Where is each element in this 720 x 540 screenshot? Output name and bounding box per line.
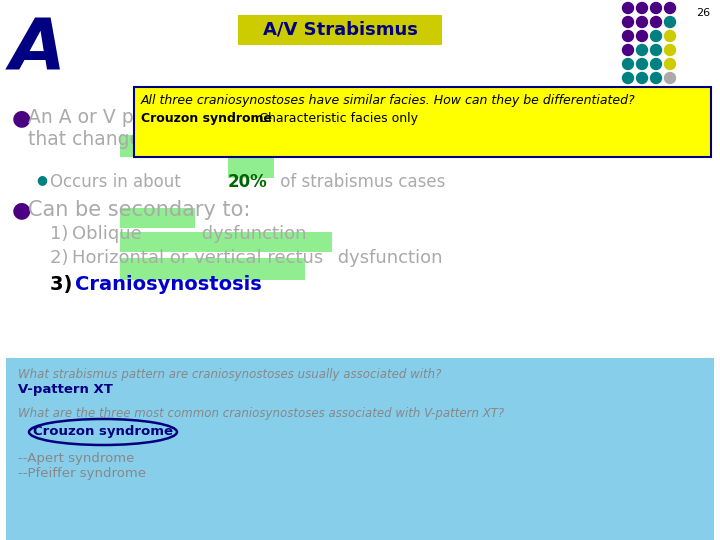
Circle shape	[636, 30, 647, 42]
Text: --Pfeiffer syndrome: --Pfeiffer syndrome	[18, 467, 146, 480]
Text: Crouzon syndrome: Crouzon syndrome	[33, 426, 173, 438]
FancyBboxPatch shape	[6, 358, 714, 540]
Circle shape	[650, 58, 662, 70]
Text: Craniosynostosis: Craniosynostosis	[75, 275, 262, 294]
Text: ●: ●	[36, 173, 47, 186]
FancyBboxPatch shape	[238, 15, 442, 45]
Circle shape	[650, 30, 662, 42]
Circle shape	[636, 58, 647, 70]
Circle shape	[650, 44, 662, 56]
Circle shape	[650, 17, 662, 28]
Text: A: A	[10, 15, 66, 84]
Circle shape	[623, 30, 634, 42]
Circle shape	[636, 17, 647, 28]
Text: 20%: 20%	[228, 173, 268, 191]
Text: Can be secondary to:: Can be secondary to:	[28, 200, 251, 220]
Circle shape	[665, 58, 675, 70]
Circle shape	[650, 72, 662, 84]
Text: 3): 3)	[50, 275, 79, 294]
Circle shape	[636, 44, 647, 56]
Text: What strabismus pattern are craniosynostoses usually associated with?: What strabismus pattern are craniosynost…	[18, 368, 441, 381]
FancyBboxPatch shape	[120, 258, 305, 280]
FancyBboxPatch shape	[228, 158, 274, 178]
FancyBboxPatch shape	[120, 208, 195, 228]
FancyBboxPatch shape	[120, 232, 332, 252]
Circle shape	[665, 17, 675, 28]
Text: 1): 1)	[50, 225, 74, 243]
Circle shape	[665, 44, 675, 56]
Text: dysfunction: dysfunction	[332, 249, 443, 267]
Text: All three craniosynostoses have similar facies. How can they be differentiated?: All three craniosynostoses have similar …	[141, 94, 636, 107]
Circle shape	[636, 72, 647, 84]
Text: 26: 26	[696, 8, 710, 18]
Text: that changes in up and down gaze: that changes in up and down gaze	[28, 130, 352, 149]
Text: Horizontal or vertical rectus: Horizontal or vertical rectus	[72, 249, 323, 267]
Circle shape	[623, 44, 634, 56]
Text: Crouzon syndrome: Crouzon syndrome	[141, 112, 272, 125]
Text: : Characteristic facies only: : Characteristic facies only	[251, 112, 418, 125]
Text: dysfunction: dysfunction	[196, 225, 307, 243]
Text: V-pattern XT: V-pattern XT	[18, 383, 113, 396]
Circle shape	[623, 17, 634, 28]
Text: of strabismus cases: of strabismus cases	[275, 173, 446, 191]
Text: ●: ●	[12, 108, 32, 128]
Circle shape	[623, 3, 634, 14]
Circle shape	[665, 72, 675, 84]
Text: Oblique: Oblique	[72, 225, 142, 243]
Text: 2): 2)	[50, 249, 74, 267]
Text: An A or V pattern is a horizontal misalignment: An A or V pattern is a horizontal misali…	[28, 108, 462, 127]
FancyBboxPatch shape	[134, 87, 711, 157]
Text: A/V Strabismus: A/V Strabismus	[263, 21, 418, 39]
Circle shape	[650, 3, 662, 14]
Circle shape	[636, 3, 647, 14]
Text: ●: ●	[12, 200, 32, 220]
Text: Occurs in about: Occurs in about	[50, 173, 186, 191]
Text: What are the three most common craniosynostoses associated with V-pattern XT?: What are the three most common craniosyn…	[18, 407, 504, 420]
Circle shape	[623, 58, 634, 70]
Circle shape	[665, 3, 675, 14]
Circle shape	[623, 72, 634, 84]
FancyBboxPatch shape	[120, 135, 710, 157]
Text: --Apert syndrome: --Apert syndrome	[18, 452, 135, 465]
Circle shape	[665, 30, 675, 42]
